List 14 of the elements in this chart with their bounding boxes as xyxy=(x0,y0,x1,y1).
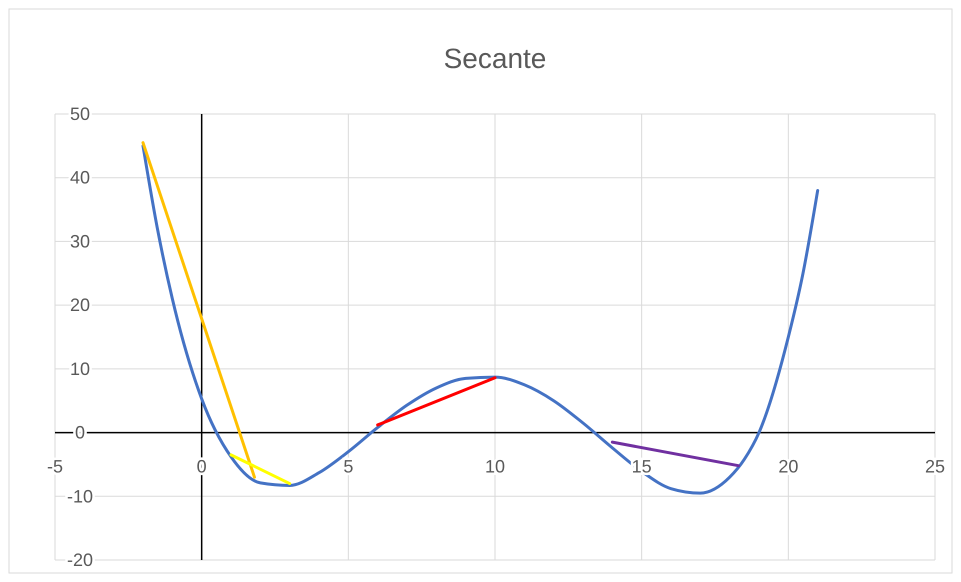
line-series xyxy=(142,144,820,495)
y-tick-label: 50 xyxy=(70,104,90,124)
x-tick-label: -5 xyxy=(46,456,64,477)
x-tick-label: 20 xyxy=(778,456,798,477)
chart-title: Secante xyxy=(444,43,546,74)
y-tick-label: 30 xyxy=(70,231,90,252)
y-tick-label: 20 xyxy=(70,295,90,316)
y-tick-label: 40 xyxy=(70,168,90,188)
y-tick-label: -20 xyxy=(66,550,94,570)
x-tick-label: 5 xyxy=(343,456,354,477)
x-tick-label: 25 xyxy=(924,456,946,477)
y-tick-label: -10 xyxy=(66,486,94,506)
x-tick-label: 10 xyxy=(484,456,506,477)
y-tick-label: 10 xyxy=(70,358,90,379)
